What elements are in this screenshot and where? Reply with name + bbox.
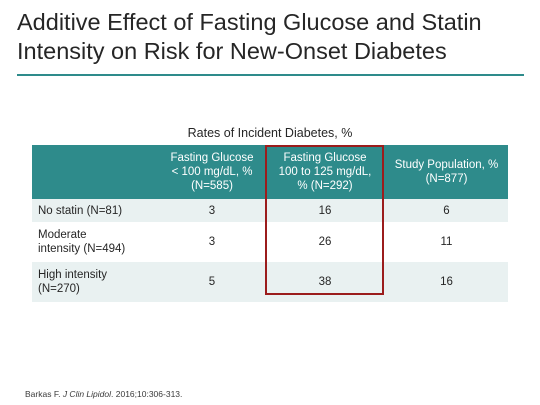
header-cell-glucose-100-125: Fasting Glucose 100 to 125 mg/dL,% (N=292…: [265, 145, 385, 199]
table-cell: 5: [159, 262, 265, 302]
table-cell: 26: [265, 222, 385, 262]
table-row: Moderate intensity (N=494) 3 26 11: [32, 222, 508, 262]
citation-details: . 2016;10:306-313.: [111, 389, 183, 399]
table-row: No statin (N=81) 3 16 6: [32, 199, 508, 222]
title-divider: [17, 74, 524, 76]
citation-journal: J Clin Lipidol: [62, 389, 112, 399]
table-cell: 16: [265, 199, 385, 222]
table-caption: Rates of Incident Diabetes, %: [187, 126, 353, 140]
table-cell: 11: [385, 222, 508, 262]
header-cell-empty: [32, 145, 159, 199]
slide-title: Additive Effect of Fasting Glucose and S…: [17, 9, 482, 64]
row-label: No statin (N=81): [32, 199, 159, 222]
table-header-row: Fasting Glucose < 100 mg/dL, % (N=585) Fas…: [32, 145, 508, 199]
citation: Barkas F. J Clin Lipidol. 2016;10:306-31…: [25, 389, 182, 399]
citation-author: Barkas F.: [25, 389, 61, 399]
table-cell: 3: [159, 222, 265, 262]
row-label: Moderate intensity (N=494): [32, 222, 159, 262]
table-row: High intensity (N=270) 5 38 16: [32, 262, 508, 302]
incident-diabetes-table: Fasting Glucose < 100 mg/dL, % (N=585) Fas…: [32, 145, 508, 302]
row-label: High intensity (N=270): [32, 262, 159, 302]
table-cell: 38: [265, 262, 385, 302]
header-cell-study-population: Study Population, % (N=877): [385, 145, 508, 199]
table-cell: 6: [385, 199, 508, 222]
header-cell-glucose-under-100: Fasting Glucose < 100 mg/dL, % (N=585): [159, 145, 265, 199]
table-cell: 3: [159, 199, 265, 222]
table-cell: 16: [385, 262, 508, 302]
